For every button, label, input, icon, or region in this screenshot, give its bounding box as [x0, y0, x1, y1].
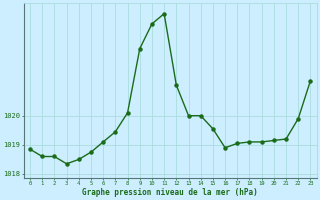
X-axis label: Graphe pression niveau de la mer (hPa): Graphe pression niveau de la mer (hPa) [82, 188, 258, 197]
